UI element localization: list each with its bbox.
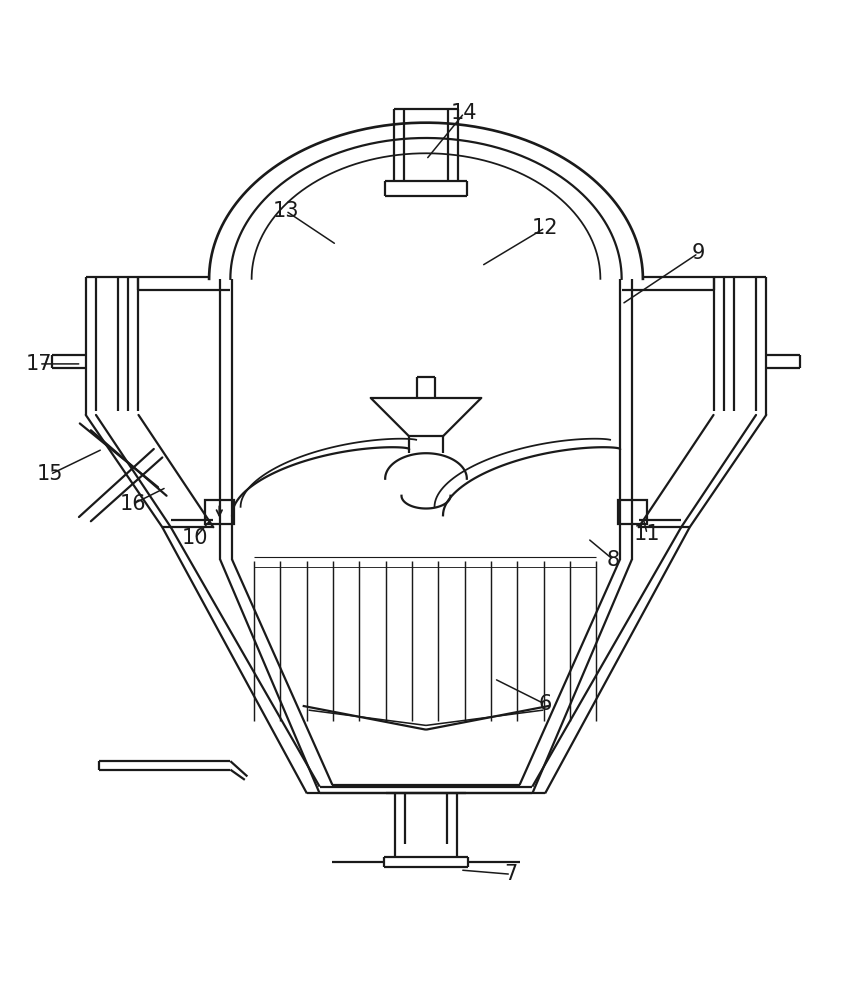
Text: 15: 15 [37,464,63,484]
Text: 11: 11 [634,524,660,544]
Text: 10: 10 [181,528,208,548]
Text: 6: 6 [538,694,552,714]
Text: 9: 9 [692,243,705,263]
Text: 8: 8 [607,550,619,570]
Text: 16: 16 [119,494,146,514]
Text: 14: 14 [451,103,477,123]
Text: 7: 7 [504,864,518,884]
Text: 17: 17 [26,354,52,374]
Text: 13: 13 [273,201,299,221]
Bar [204,500,233,524]
Text: 12: 12 [532,218,558,238]
Bar [619,500,648,524]
